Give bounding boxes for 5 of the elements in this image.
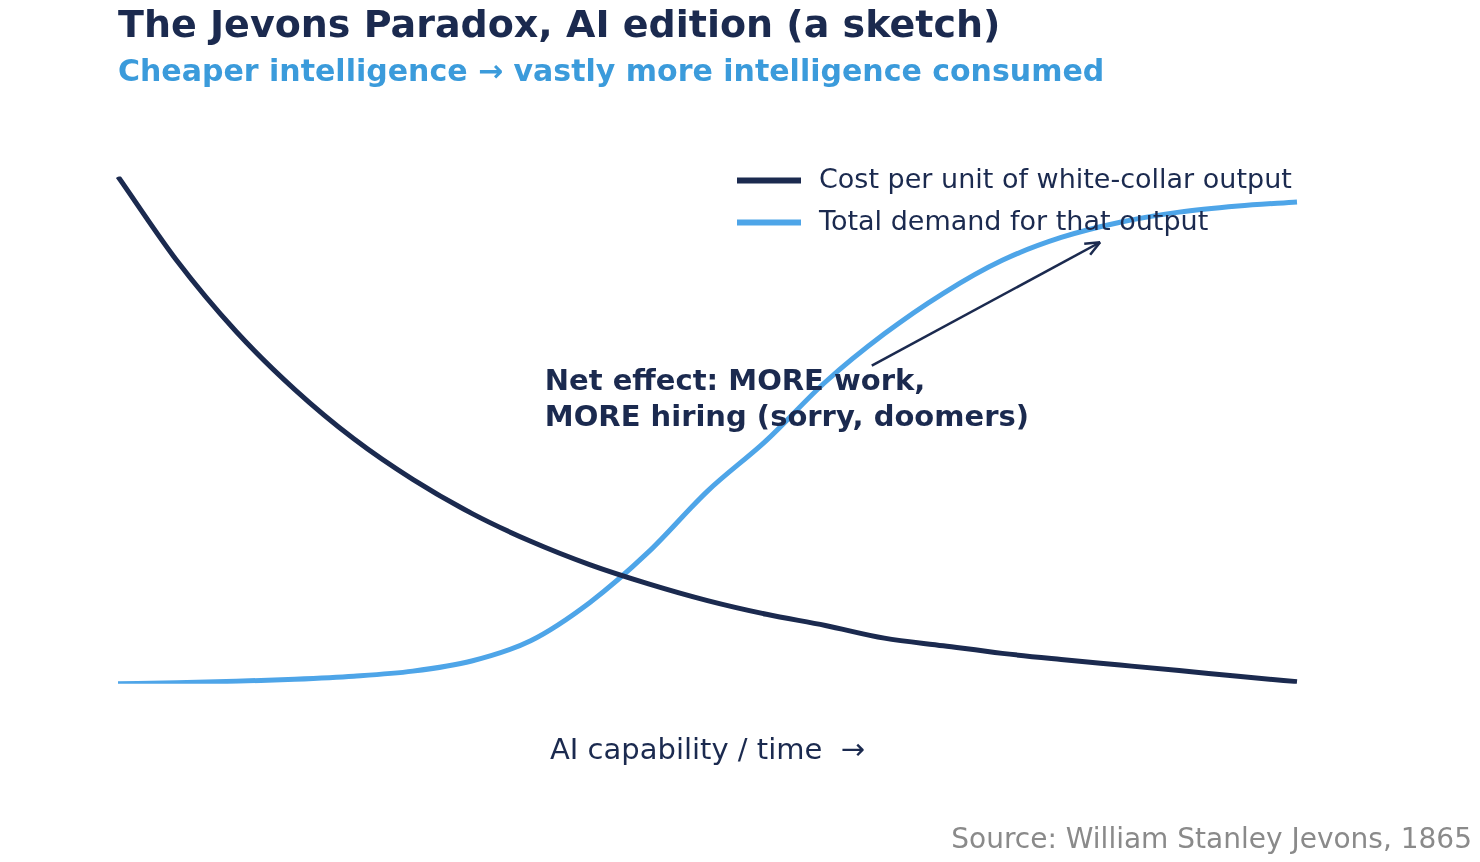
chart-subtitle: Cheaper intelligence → vastly more intelligence consumed xyxy=(118,53,1105,89)
x-axis-title: AI capability / time → xyxy=(549,732,866,767)
chart-title: The Jevons Paradox, AI edition (a sketch) xyxy=(118,1,1001,46)
source-note: Source: William Stanley Jevons, 1865 xyxy=(951,822,1472,855)
legend-label: Cost per unit of white-collar output xyxy=(819,162,1292,194)
